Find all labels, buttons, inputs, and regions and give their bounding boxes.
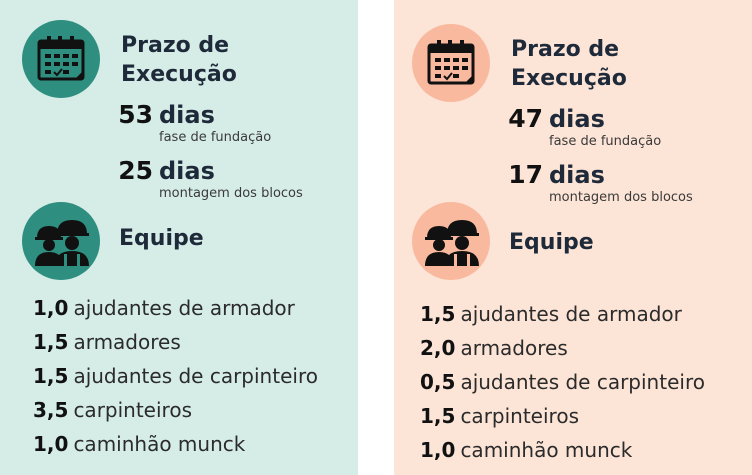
list-item: 1,0 caminhão munck xyxy=(33,427,318,461)
schedule-title-line1: Prazo de xyxy=(121,33,230,58)
schedule-title: Prazo de Execução xyxy=(511,35,627,93)
metric-description: fase de fundação xyxy=(549,134,662,149)
team-role: ajudantes de armador xyxy=(460,302,682,326)
team-role: ajudantes de armador xyxy=(73,296,295,320)
team-icon-circle xyxy=(22,202,100,280)
list-item: 1,5 armadores xyxy=(33,325,318,359)
schedule-title-line1: Prazo de xyxy=(511,37,620,62)
metric-unit: dias xyxy=(549,105,605,133)
calendar-icon xyxy=(425,38,477,88)
team-qty: 3,5 xyxy=(33,398,69,422)
metric-value: 47 xyxy=(508,104,543,133)
team-qty: 1,5 xyxy=(33,330,69,354)
team-qty: 1,5 xyxy=(420,302,456,326)
list-item: 1,0 caminhão munck xyxy=(420,433,705,467)
schedule-title-line2: Execução xyxy=(121,62,237,87)
list-item: 1,5 ajudantes de carpinteiro xyxy=(33,359,318,393)
workers-icon xyxy=(31,216,91,266)
schedule-title: Prazo de Execução xyxy=(121,31,237,89)
team-icon-circle xyxy=(412,202,490,280)
metric-value: 25 xyxy=(118,156,153,185)
team-role: ajudantes de carpinteiro xyxy=(73,364,318,388)
team-role: carpinteiros xyxy=(73,398,192,422)
panel-option-1: Prazo de Execução 53 dias fase de fundaç… xyxy=(0,0,358,475)
list-item: 2,0 armadores xyxy=(420,331,705,365)
metric-description: montagem dos blocos xyxy=(159,186,303,201)
metric-value: 17 xyxy=(508,160,543,189)
team-qty: 1,0 xyxy=(420,438,456,462)
list-item: 0,5 ajudantes de carpinteiro xyxy=(420,365,705,399)
team-list: 1,0 ajudantes de armador 1,5 armadores 1,5… xyxy=(33,291,318,461)
list-item: 3,5 carpinteiros xyxy=(33,393,318,427)
team-qty: 1,0 xyxy=(33,432,69,456)
schedule-icon-circle xyxy=(22,20,100,98)
schedule-icon-circle xyxy=(412,24,490,102)
team-title: Equipe xyxy=(119,226,204,251)
metric-description: fase de fundação xyxy=(159,130,272,145)
metric-unit: dias xyxy=(159,101,215,129)
team-role: carpinteiros xyxy=(460,404,579,428)
team-qty: 2,0 xyxy=(420,336,456,360)
team-qty: 1,5 xyxy=(420,404,456,428)
team-title: Equipe xyxy=(509,230,594,255)
team-list: 1,5 ajudantes de armador 2,0 armadores 0,5… xyxy=(420,297,705,467)
metric-description: montagem dos blocos xyxy=(549,190,693,205)
metric-unit: dias xyxy=(549,161,605,189)
list-item: 1,0 ajudantes de armador xyxy=(33,291,318,325)
list-item: 1,5 carpinteiros xyxy=(420,399,705,433)
team-role: armadores xyxy=(73,330,181,354)
team-qty: 1,5 xyxy=(33,364,69,388)
team-role: ajudantes de carpinteiro xyxy=(460,370,705,394)
schedule-title-line2: Execução xyxy=(511,66,627,91)
metric-value: 53 xyxy=(118,100,153,129)
team-role: armadores xyxy=(460,336,568,360)
metric-unit: dias xyxy=(159,157,215,185)
team-qty: 0,5 xyxy=(420,370,456,394)
workers-icon xyxy=(421,216,481,266)
calendar-icon xyxy=(35,34,87,84)
team-role: caminhão munck xyxy=(460,438,633,462)
list-item: 1,5 ajudantes de armador xyxy=(420,297,705,331)
team-qty: 1,0 xyxy=(33,296,69,320)
team-role: caminhão munck xyxy=(73,432,246,456)
panel-option-2: Prazo de Execução 47 dias fase de fundaç… xyxy=(394,0,752,475)
